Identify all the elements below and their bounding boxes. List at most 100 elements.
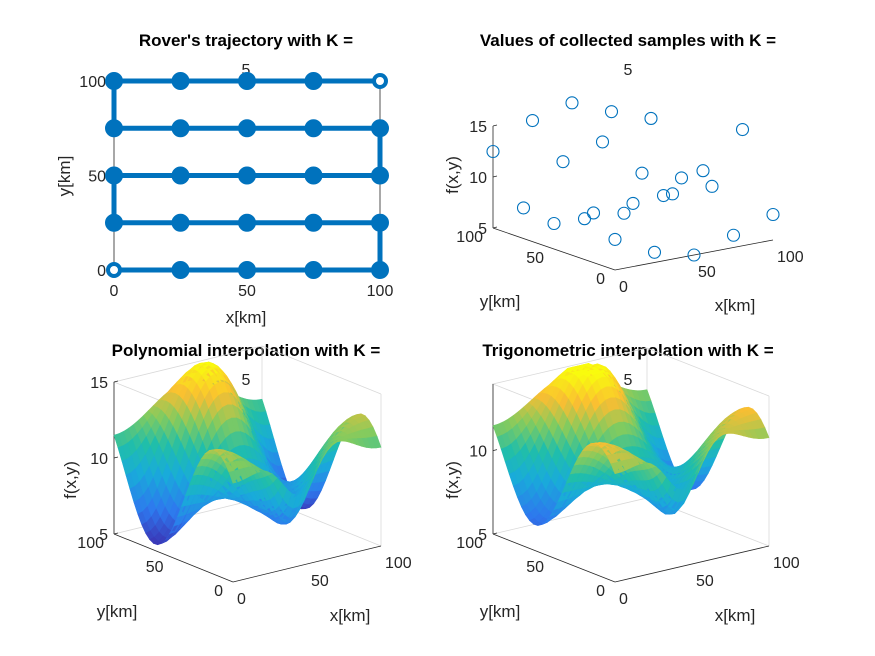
polynomial-surface-plot: Polynomial interpolation with K = 5 00 50…	[61, 341, 412, 625]
trajectory-marker	[371, 213, 389, 232]
sample-point	[516, 201, 531, 215]
samples-ztick	[492, 124, 498, 127]
samples-ytick-label: 50	[526, 250, 544, 267]
polynomial-title-line2: 5	[242, 372, 251, 389]
trigonometric-ytick-label: 100	[456, 535, 483, 552]
trajectory-marker	[304, 72, 323, 90]
trajectory-marker	[238, 72, 256, 90]
polynomial-surface	[113, 361, 382, 546]
sample-point	[644, 111, 658, 125]
trajectory-marker	[304, 119, 323, 138]
trajectory-marker	[171, 119, 190, 138]
sample-point	[577, 212, 592, 226]
trajectory-marker	[105, 166, 123, 185]
samples-ztick-label: 10	[469, 170, 487, 187]
samples-ztick	[492, 226, 498, 229]
polynomial-ztick	[113, 456, 119, 459]
polynomial-zlabel: f(x,y)	[61, 461, 80, 499]
sample-point	[647, 245, 662, 259]
polynomial-y-axis	[113, 533, 234, 583]
trajectory-marker	[371, 119, 389, 138]
trigonometric-surface	[492, 362, 770, 526]
samples-ztick-label: 5	[478, 221, 487, 238]
trajectory-marker	[238, 261, 256, 279]
sample-point	[705, 179, 719, 193]
sample-point	[547, 216, 561, 231]
samples-ytick-label: 100	[456, 229, 483, 246]
trigonometric-ztick	[492, 449, 498, 452]
trigonometric-xtick-label: 0	[619, 591, 628, 608]
polynomial-surface-patch	[371, 435, 382, 449]
samples-x-axis	[614, 239, 774, 271]
samples-title-line1: Values of collected samples with K =	[480, 31, 776, 50]
sample-point	[766, 207, 780, 222]
trigonometric-ytick-label: 50	[526, 559, 544, 576]
sample-point	[525, 113, 540, 128]
trigonometric-ztick-label: 5	[478, 527, 487, 544]
trigonometric-ztick	[492, 532, 498, 535]
polynomial-title-line1: Polynomial interpolation with K =	[112, 341, 381, 360]
trajectory-title-line1: Rover's trajectory with K =	[139, 31, 353, 50]
sample-point	[626, 196, 640, 210]
trajectory-marker	[171, 72, 190, 90]
sample-point	[726, 228, 741, 242]
sample-point	[595, 135, 610, 149]
trigonometric-surface-plot: Trigonometric interpolation with K = 5 0…	[443, 341, 800, 625]
samples-ztick	[492, 175, 498, 178]
trajectory-marker	[105, 119, 123, 138]
trajectory-marker	[171, 166, 190, 185]
sample-point	[617, 206, 631, 220]
trajectory-marker	[371, 166, 389, 185]
samples-plot: Values of collected samples with K = 5 0…	[443, 31, 804, 315]
trigonometric-title-line1: Trigonometric interpolation with K =	[482, 341, 773, 360]
trajectory-title-line2: 5	[242, 62, 251, 79]
trigonometric-box-back-bottom	[492, 497, 648, 535]
polynomial-ztick	[113, 532, 119, 535]
trajectory-xtick-label: 0	[110, 283, 119, 300]
trajectory-axes: 00 50 50 100 100	[79, 74, 393, 300]
polynomial-ylabel: y[km]	[97, 602, 138, 621]
trajectory-marker	[238, 119, 256, 138]
trajectory-marker	[371, 261, 389, 279]
samples-points	[486, 96, 780, 262]
sample-point	[656, 188, 671, 203]
trajectory-ytick-label: 50	[88, 169, 106, 186]
samples-xtick-label: 50	[698, 264, 716, 281]
trajectory-path	[105, 72, 389, 279]
sample-point	[586, 206, 601, 220]
samples-y-axis	[492, 227, 616, 271]
sample-point	[556, 155, 570, 169]
sample-point	[674, 171, 689, 185]
trigonometric-zlabel: f(x,y)	[443, 461, 462, 499]
samples-ylabel: y[km]	[480, 292, 521, 311]
polynomial-xlabel: x[km]	[330, 606, 371, 625]
samples-xtick-label: 100	[777, 249, 804, 266]
sample-point	[735, 122, 750, 137]
polynomial-xtick-label: 100	[385, 555, 412, 572]
trigonometric-title-line2: 5	[624, 372, 633, 389]
trigonometric-xlabel: x[km]	[715, 606, 756, 625]
sample-point	[486, 144, 500, 159]
sample-point	[565, 96, 579, 110]
samples-ztick-label: 15	[469, 119, 487, 136]
samples-title-line2: 5	[624, 62, 633, 79]
trajectory-xtick-label: 100	[367, 283, 394, 300]
sample-point	[635, 166, 649, 180]
samples-xlabel: x[km]	[715, 296, 756, 315]
trigonometric-xtick-label: 50	[696, 573, 714, 590]
trigonometric-ytick-label: 0	[596, 583, 605, 600]
samples-zlabel: f(x,y)	[443, 156, 462, 194]
trajectory-marker	[171, 213, 190, 232]
trigonometric-xtick-label: 100	[773, 555, 800, 572]
polynomial-ytick-label: 0	[214, 583, 223, 600]
trajectory-marker	[304, 213, 323, 232]
polynomial-ytick-label: 100	[77, 535, 104, 552]
trajectory-marker	[105, 72, 123, 90]
trigonometric-ylabel: y[km]	[480, 602, 521, 621]
polynomial-x-axis	[232, 545, 382, 583]
sample-point	[608, 232, 622, 246]
polynomial-xtick-label: 50	[311, 573, 329, 590]
trajectory-marker	[304, 166, 323, 185]
trajectory-xlabel: x[km]	[226, 308, 267, 327]
